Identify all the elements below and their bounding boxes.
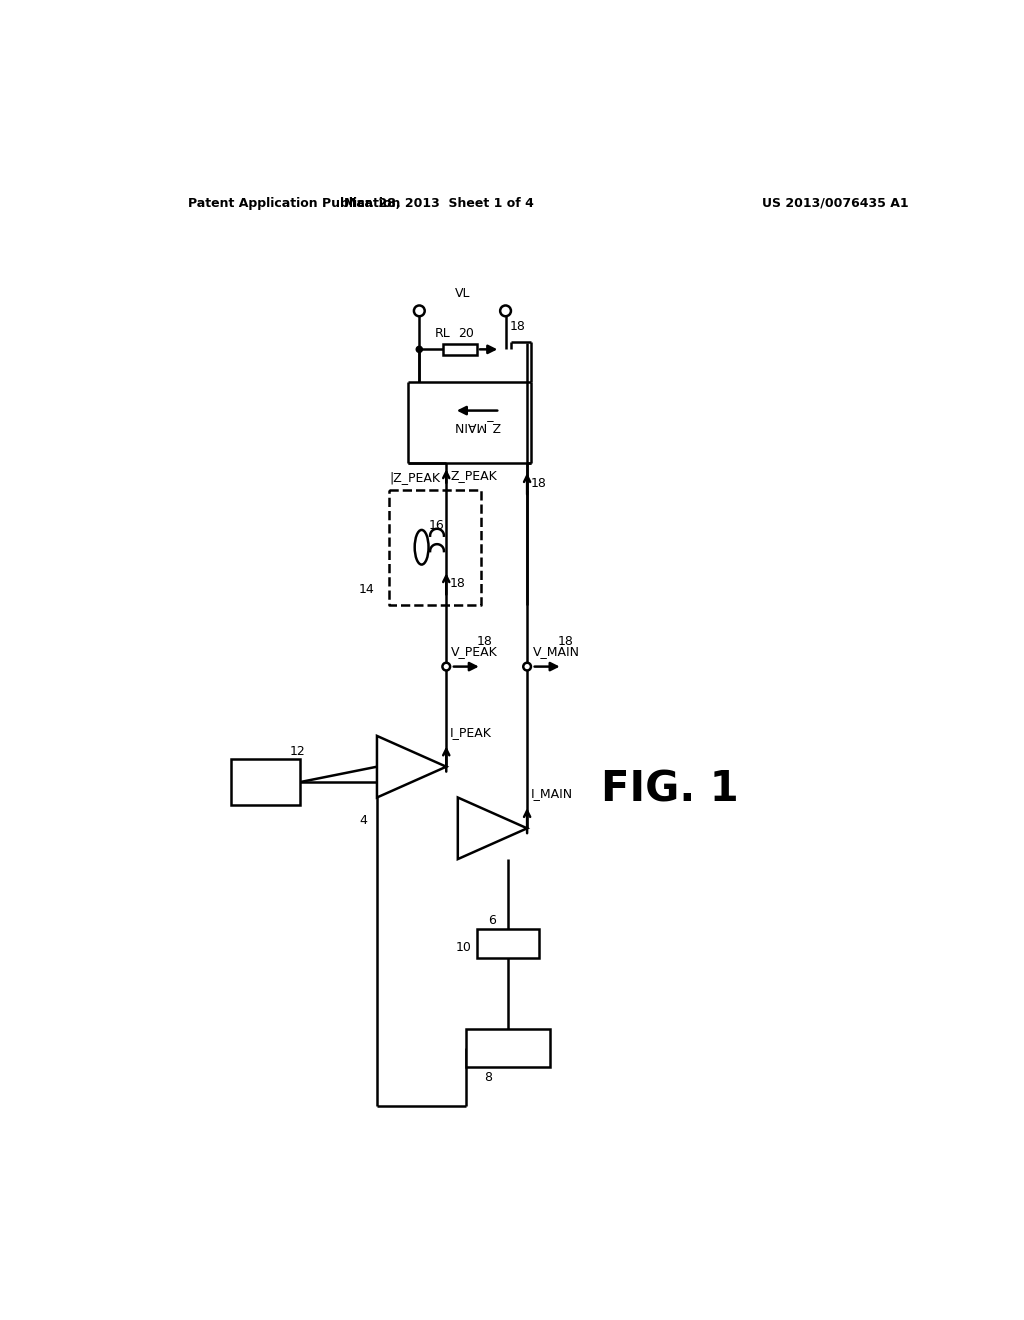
Text: Z_MAIN: Z_MAIN — [454, 420, 501, 433]
Text: AMP: AMP — [468, 828, 499, 841]
Text: 14: 14 — [359, 583, 375, 597]
Text: PEAK: PEAK — [384, 754, 421, 767]
Text: DELAY: DELAY — [485, 937, 530, 950]
Bar — [477, 929, 539, 958]
Text: 18: 18 — [509, 319, 525, 333]
Text: 18: 18 — [531, 477, 547, 490]
Text: I_MAIN: I_MAIN — [531, 787, 573, 800]
Text: Patent Application Publication: Patent Application Publication — [188, 197, 400, 210]
Text: V_PEAK: V_PEAK — [451, 644, 498, 657]
Text: CONTROL: CONTROL — [233, 770, 297, 783]
Text: |Z_PEAK: |Z_PEAK — [389, 471, 440, 484]
Text: 18: 18 — [451, 577, 466, 590]
Text: VL: VL — [455, 288, 470, 301]
Circle shape — [414, 305, 425, 317]
Circle shape — [442, 663, 451, 671]
Text: SYSTEM: SYSTEM — [239, 781, 292, 795]
Text: 18: 18 — [477, 635, 493, 648]
Text: 12: 12 — [290, 744, 305, 758]
Text: Mar. 28, 2013  Sheet 1 of 4: Mar. 28, 2013 Sheet 1 of 4 — [344, 197, 534, 210]
Text: I_PEAK: I_PEAK — [451, 726, 492, 739]
Text: 10: 10 — [456, 941, 471, 954]
Text: RL: RL — [435, 327, 451, 341]
Text: US 2013/0076435 A1: US 2013/0076435 A1 — [762, 197, 908, 210]
Circle shape — [523, 663, 531, 671]
Text: MAIN: MAIN — [465, 816, 502, 829]
Text: Z_PEAK: Z_PEAK — [451, 469, 497, 482]
Text: SIGNAL: SIGNAL — [482, 1036, 534, 1049]
Polygon shape — [377, 737, 446, 797]
Polygon shape — [458, 797, 527, 859]
Text: 8: 8 — [484, 1071, 493, 1084]
Bar — [443, 343, 477, 355]
Bar — [230, 759, 300, 805]
Circle shape — [500, 305, 511, 317]
Text: 4: 4 — [359, 814, 367, 828]
Text: 6: 6 — [488, 915, 497, 927]
Text: 20: 20 — [459, 327, 474, 341]
Text: 16: 16 — [429, 519, 444, 532]
Circle shape — [416, 346, 422, 352]
Text: AMP: AMP — [387, 767, 418, 779]
Text: SOURCE: SOURCE — [479, 1048, 537, 1061]
Bar — [466, 1028, 550, 1067]
Text: 18: 18 — [558, 635, 573, 648]
Ellipse shape — [415, 529, 429, 565]
Text: V_MAIN: V_MAIN — [534, 644, 581, 657]
Text: FIG. 1: FIG. 1 — [601, 768, 738, 810]
